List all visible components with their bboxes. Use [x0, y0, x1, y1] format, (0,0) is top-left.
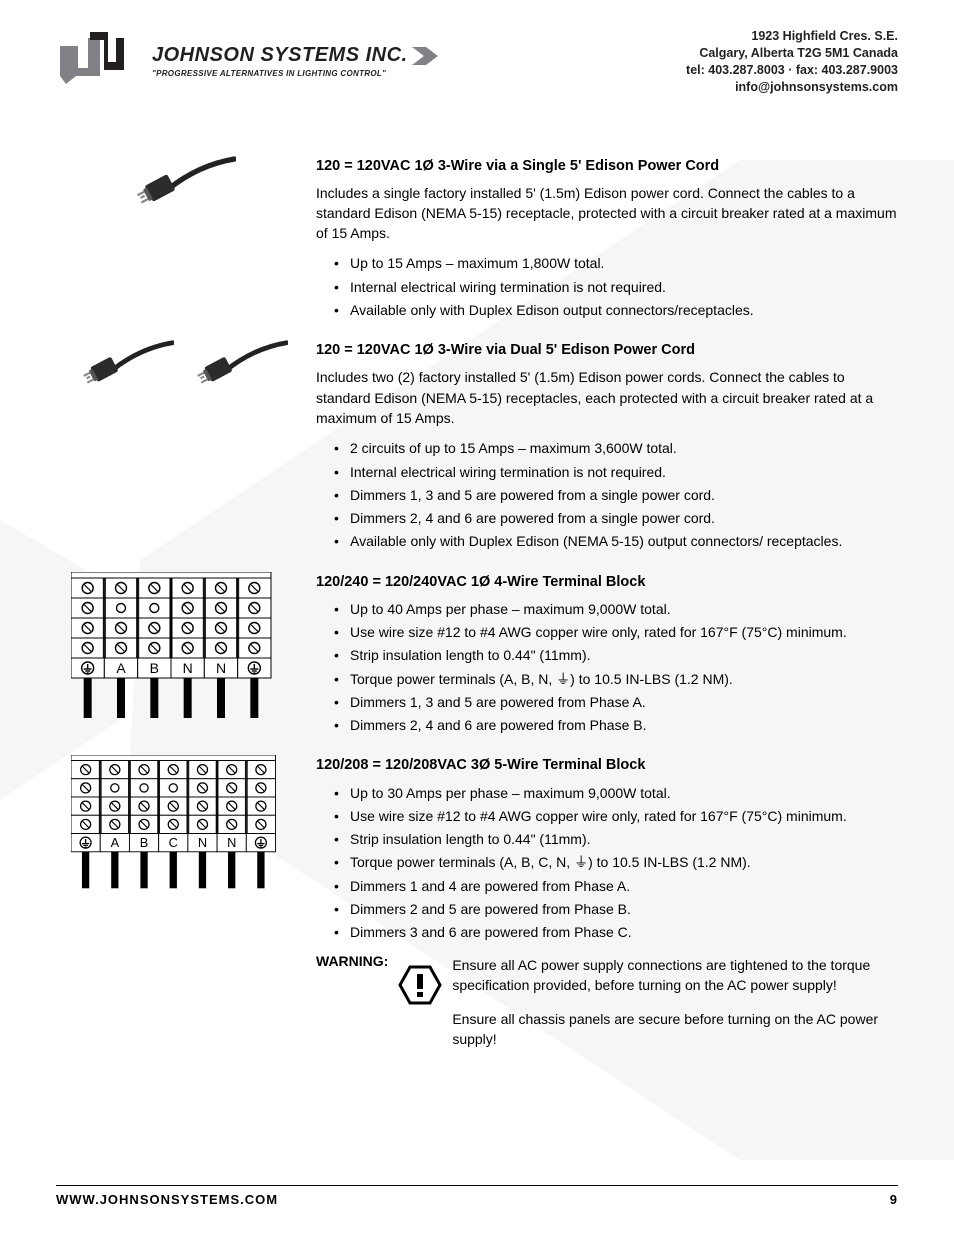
terminal-block-4wire-icon: ABNN [71, 572, 281, 732]
list-item: Use wire size #12 to #4 AWG copper wire … [350, 806, 898, 826]
terminal-block-5wire-icon: ABCNN [71, 755, 281, 901]
warning-label: WARNING: [316, 951, 388, 971]
footer-url: WWW.JOHNSONSYSTEMS.COM [56, 1192, 278, 1207]
svg-text:N: N [216, 660, 226, 676]
svg-text:N: N [183, 660, 193, 676]
list-item: Internal electrical wiring termination i… [350, 462, 898, 482]
section-5wire: A B C N N 120/208 = 120/208VAC 3Ø 5-Wire Ter… [56, 755, 898, 1049]
list-item: Up to 15 Amps – maximum 1,800W total. [350, 253, 898, 273]
section-heading: 120 = 120VAC 1Ø 3-Wire via a Single 5' E… [316, 156, 898, 177]
list-item: Strip insulation length to 0.44" (11mm). [350, 645, 898, 665]
company-address: 1923 Highfield Cres. S.E. Calgary, Alber… [686, 28, 898, 96]
power-plug-icon [116, 156, 236, 224]
addr-line: info@johnsonsystems.com [686, 79, 898, 96]
section-para: Includes a single factory installed 5' (… [316, 183, 898, 244]
list-item: Dimmers 1 and 4 are powered from Phase A… [350, 876, 898, 896]
bullet-list: 2 circuits of up to 15 Amps – maximum 3,… [316, 438, 898, 551]
section-heading: 120/240 = 120/240VAC 1Ø 4-Wire Terminal … [316, 572, 898, 593]
warning-text: Ensure all AC power supply connections a… [452, 955, 898, 996]
warning-block: WARNING: Ensure all AC power supply conn… [316, 951, 898, 1050]
section-4wire: A B N N 120/240 = 120/240VAC 1Ø 4-Wire Term… [56, 572, 898, 744]
list-item: Torque power terminals (A, B, N, ⏚) to 1… [350, 669, 898, 689]
list-item: Torque power terminals (A, B, C, N, ⏚) t… [350, 852, 898, 872]
list-item: Strip insulation length to 0.44" (11mm). [350, 829, 898, 849]
list-item: Internal electrical wiring termination i… [350, 277, 898, 297]
list-item: Available only with Duplex Edison (NEMA … [350, 531, 898, 551]
svg-text:N: N [198, 836, 207, 851]
list-item: Up to 40 Amps per phase – maximum 9,000W… [350, 599, 898, 619]
svg-text:A: A [116, 660, 126, 676]
list-item: Use wire size #12 to #4 AWG copper wire … [350, 622, 898, 642]
company-logo: JOHNSON SYSTEMS INC. "PROGRESSIVE ALTERN… [56, 28, 438, 94]
warning-text: Ensure all chassis panels are secure bef… [452, 1009, 898, 1050]
company-tagline: "PROGRESSIVE ALTERNATIVES IN LIGHTING CO… [152, 69, 438, 78]
list-item: Dimmers 1, 3 and 5 are powered from Phas… [350, 692, 898, 712]
section-para: Includes two (2) factory installed 5' (1… [316, 367, 898, 428]
footer-page-number: 9 [890, 1192, 898, 1207]
svg-text:B: B [150, 660, 159, 676]
list-item: Dimmers 2, 4 and 6 are powered from Phas… [350, 715, 898, 735]
section-dual-cord: 120 = 120VAC 1Ø 3-Wire via Dual 5' Ediso… [56, 340, 898, 559]
list-item: Dimmers 1, 3 and 5 are powered from a si… [350, 485, 898, 505]
page-header: JOHNSON SYSTEMS INC. "PROGRESSIVE ALTERN… [56, 28, 898, 96]
section-single-cord: 120 = 120VAC 1Ø 3-Wire via a Single 5' E… [56, 156, 898, 329]
svg-text:B: B [140, 836, 149, 851]
list-item: Dimmers 2 and 5 are powered from Phase B… [350, 899, 898, 919]
dual-power-plug-icon [64, 340, 288, 402]
section-heading: 120/208 = 120/208VAC 3Ø 5-Wire Terminal … [316, 755, 898, 776]
list-item: 2 circuits of up to 15 Amps – maximum 3,… [350, 438, 898, 458]
addr-line: 1923 Highfield Cres. S.E. [686, 28, 898, 45]
list-item: Available only with Duplex Edison output… [350, 300, 898, 320]
content: 120 = 120VAC 1Ø 3-Wire via a Single 5' E… [56, 156, 898, 1050]
addr-line: Calgary, Alberta T2G 5M1 Canada [686, 45, 898, 62]
svg-text:A: A [111, 836, 120, 851]
company-name: JOHNSON SYSTEMS INC. [152, 44, 408, 67]
bullet-list: Up to 15 Amps – maximum 1,800W total. In… [316, 253, 898, 320]
bullet-list: Up to 30 Amps per phase – maximum 9,000W… [316, 783, 898, 943]
warning-icon [398, 965, 442, 1005]
section-heading: 120 = 120VAC 1Ø 3-Wire via Dual 5' Ediso… [316, 340, 898, 361]
list-item: Up to 30 Amps per phase – maximum 9,000W… [350, 783, 898, 803]
bullet-list: Up to 40 Amps per phase – maximum 9,000W… [316, 599, 898, 736]
list-item: Dimmers 3 and 6 are powered from Phase C… [350, 922, 898, 942]
addr-line: tel: 403.287.8003 · fax: 403.287.9003 [686, 62, 898, 79]
page-footer: WWW.JOHNSONSYSTEMS.COM 9 [56, 1185, 898, 1207]
list-item: Dimmers 2, 4 and 6 are powered from a si… [350, 508, 898, 528]
svg-text:N: N [227, 836, 236, 851]
svg-text:C: C [169, 836, 178, 851]
